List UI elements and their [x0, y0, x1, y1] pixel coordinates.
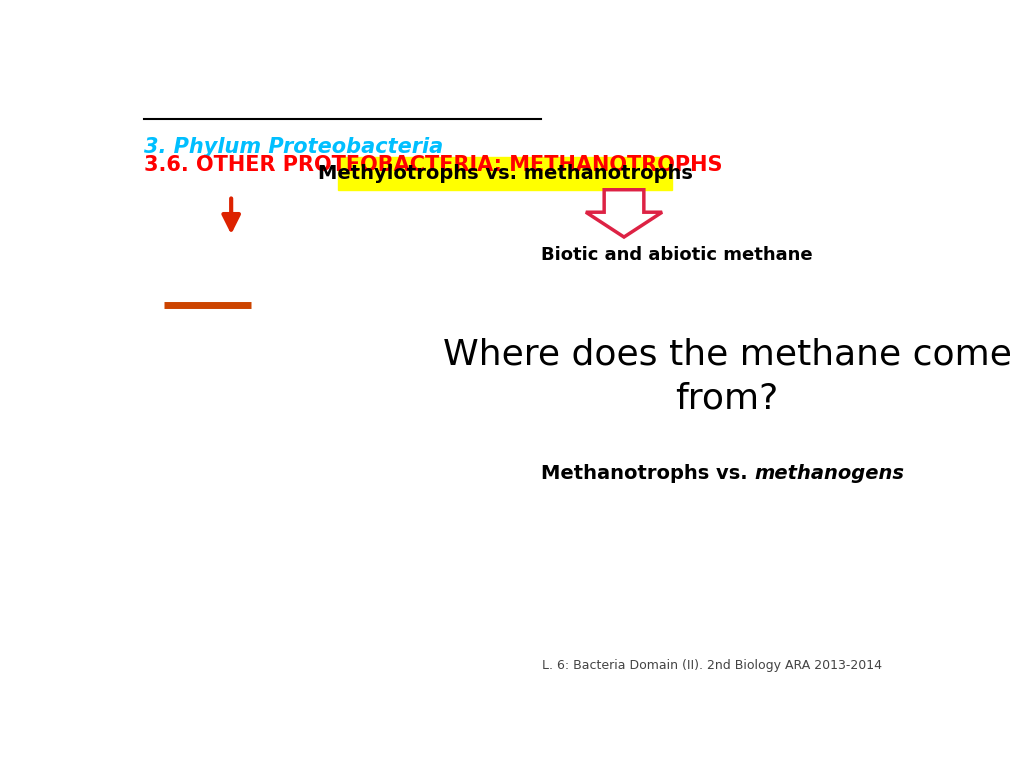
Text: Where does the methane come: Where does the methane come [442, 338, 1012, 372]
Polygon shape [586, 190, 663, 237]
Text: 3. Phylum Proteobacteria: 3. Phylum Proteobacteria [143, 137, 443, 157]
Text: from?: from? [676, 382, 779, 416]
Text: Methylotrophs vs. methanotrophs: Methylotrophs vs. methanotrophs [317, 164, 692, 183]
Text: Methanotrophs vs.: Methanotrophs vs. [541, 464, 754, 483]
Text: 3.6. OTHER PROTEOBACTERIA: METHANOTROPHS: 3.6. OTHER PROTEOBACTERIA: METHANOTROPHS [143, 155, 722, 175]
Text: Biotic and abiotic methane: Biotic and abiotic methane [541, 246, 812, 264]
FancyBboxPatch shape [338, 157, 672, 190]
Text: methanogens: methanogens [754, 464, 904, 483]
Text: L. 6: Bacteria Domain (II). 2nd Biology ARA 2013-2014: L. 6: Bacteria Domain (II). 2nd Biology … [542, 659, 882, 672]
